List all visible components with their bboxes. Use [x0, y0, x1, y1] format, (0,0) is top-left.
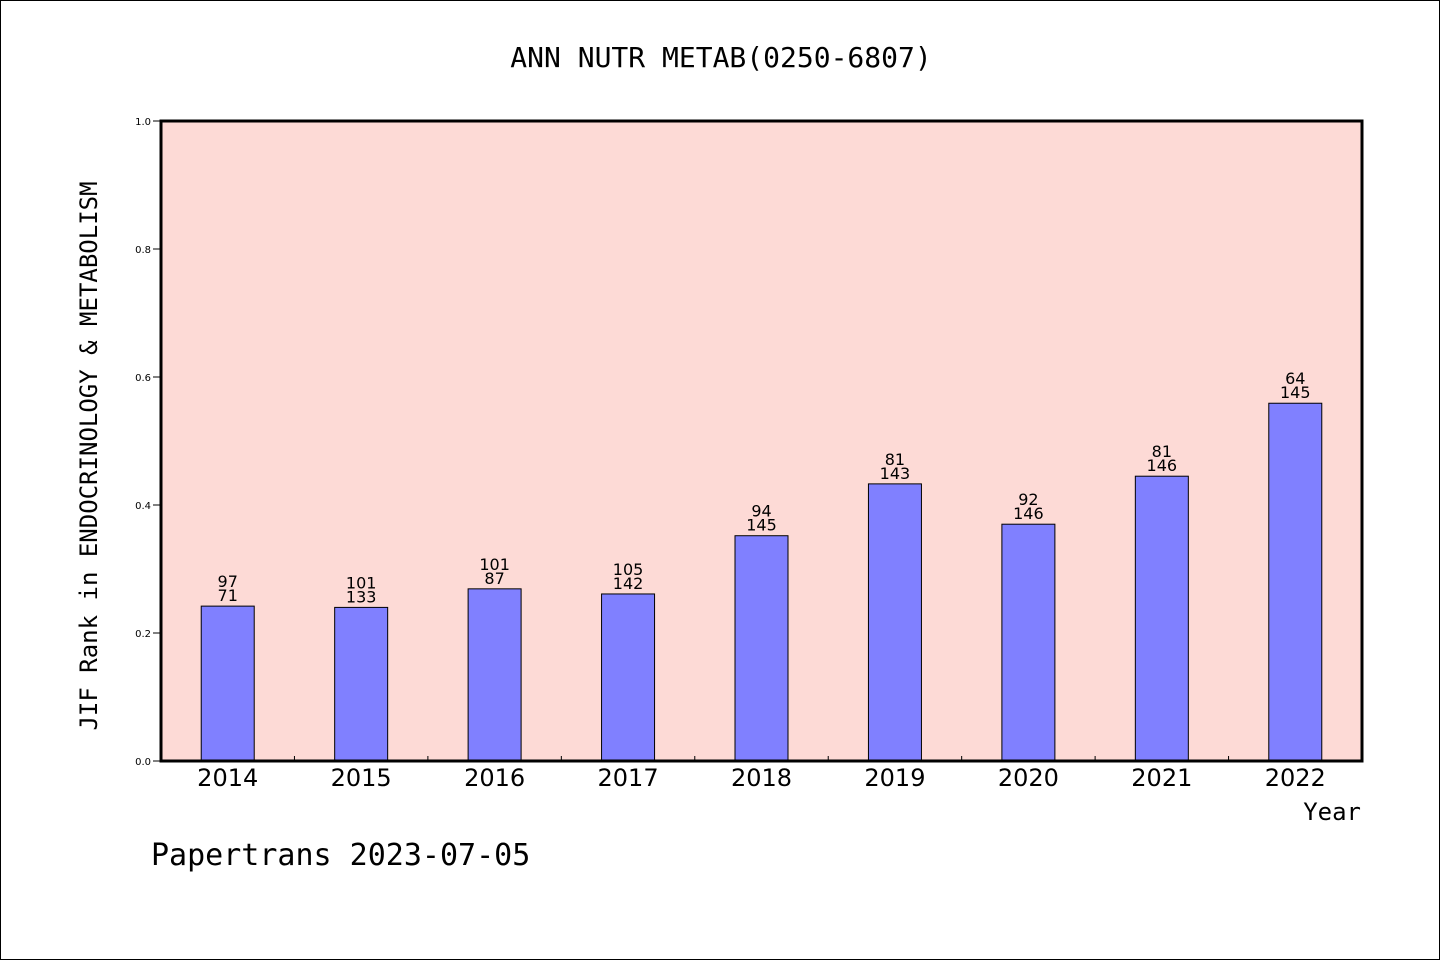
- y-tick-label: 1.0: [135, 117, 151, 128]
- x-tick-label: 2021: [1131, 764, 1192, 792]
- x-tick-label: 2016: [464, 764, 525, 792]
- data-label-top: 64: [1285, 369, 1305, 388]
- data-label-bottom: 145: [1280, 383, 1311, 402]
- x-tick-label: 2019: [864, 764, 925, 792]
- bar-2022: [1268, 402, 1323, 762]
- x-axis-ticks: 2014 2015 2016 2017 2018 2019 2020 2021 2022: [197, 756, 1326, 792]
- x-tick-label: 2020: [998, 764, 1059, 792]
- bar-2018: [734, 535, 789, 762]
- bar-2019: [867, 483, 922, 762]
- data-label-bottom: 145: [746, 516, 777, 535]
- data-label-top: 101: [479, 555, 510, 574]
- data-label-top: 97: [218, 572, 238, 591]
- bars-group: [200, 402, 1323, 762]
- y-tick-label: 0.4: [135, 501, 151, 512]
- x-tick-label: 2022: [1265, 764, 1326, 792]
- data-label-bottom: 133: [346, 587, 377, 606]
- data-label-top: 105: [613, 560, 644, 579]
- bar-2015: [334, 606, 389, 762]
- data-label-top: 81: [885, 450, 905, 469]
- data-label-bottom: 143: [880, 464, 911, 483]
- y-axis-ticks: 0.0 0.2 0.4 0.6 0.8 1.0: [135, 117, 161, 768]
- data-label-bottom: 146: [1147, 456, 1178, 475]
- y-tick-label: 0.6: [135, 373, 151, 384]
- bar-2021: [1134, 475, 1189, 762]
- bar-2020: [1001, 523, 1056, 762]
- data-label-bottom: 87: [484, 569, 504, 588]
- x-axis-label: Year: [1303, 798, 1361, 826]
- bar-2014: [200, 605, 255, 762]
- data-label-top: 101: [346, 573, 377, 592]
- data-label-bottom: 71: [218, 586, 238, 605]
- x-tick-label: 2014: [197, 764, 258, 792]
- y-axis-label: JIF Rank in ENDOCRINOLOGY & METABOLISM: [75, 181, 103, 730]
- data-label-bottom: 146: [1013, 504, 1044, 523]
- plot-frame: [159, 119, 1364, 763]
- x-tick-label: 2015: [331, 764, 392, 792]
- data-label-top: 81: [1152, 442, 1172, 461]
- y-tick-label: 0.8: [135, 245, 151, 256]
- chart-title: ANN NUTR METAB(0250-6807): [510, 41, 931, 74]
- credit-text: Papertrans 2023-07-05: [151, 838, 530, 873]
- bar-2016: [467, 588, 522, 762]
- data-label-bottom: 142: [613, 574, 644, 593]
- x-tick-label: 2017: [598, 764, 659, 792]
- y-tick-label: 0.0: [135, 757, 151, 768]
- x-tick-label: 2018: [731, 764, 792, 792]
- data-label-top: 94: [751, 502, 771, 521]
- bar-2017: [601, 593, 656, 762]
- data-label-top: 92: [1018, 490, 1038, 509]
- y-tick-label: 0.2: [135, 629, 151, 640]
